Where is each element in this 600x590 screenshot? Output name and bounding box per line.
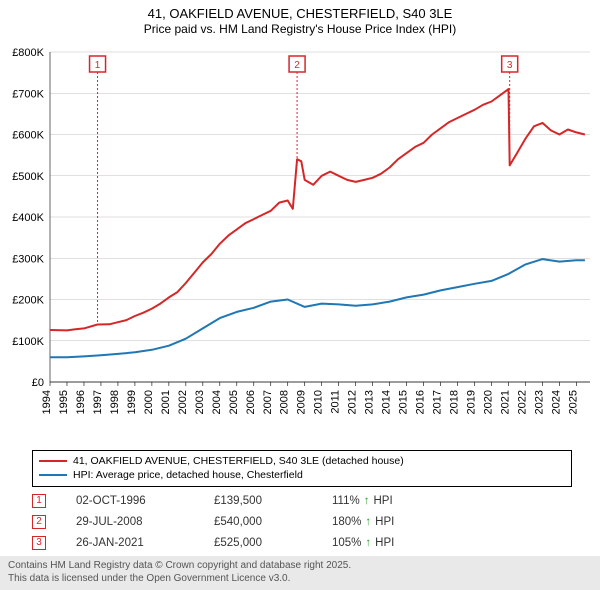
sale-marker-icon: 3 — [32, 536, 46, 550]
table-row: 1 02-OCT-1996 £139,500 111% ↑ HPI — [32, 490, 442, 511]
svg-text:£200K: £200K — [12, 295, 44, 307]
chart-svg: £0 £100K £200K £300K £400K £500K £600K £700K £80… — [0, 42, 600, 442]
sale-price: £525,000 — [214, 537, 314, 549]
svg-text:2019: 2019 — [466, 390, 478, 414]
svg-text:2010: 2010 — [313, 390, 325, 414]
svg-text:2013: 2013 — [364, 390, 376, 414]
svg-text:£500K: £500K — [12, 171, 44, 183]
svg-text:2015: 2015 — [398, 390, 410, 414]
svg-text:£800K: £800K — [12, 47, 44, 59]
svg-text:2000: 2000 — [143, 390, 155, 414]
svg-text:2014: 2014 — [381, 390, 393, 414]
svg-text:2003: 2003 — [194, 390, 206, 414]
sale-date: 26-JAN-2021 — [76, 537, 196, 549]
svg-text:£600K: £600K — [12, 130, 44, 142]
arrow-up-icon: ↑ — [365, 516, 371, 528]
legend-label: HPI: Average price, detached house, Ches… — [73, 468, 303, 482]
sale-marker-icon: 2 — [32, 515, 46, 529]
svg-text:2006: 2006 — [245, 390, 257, 414]
svg-text:2024: 2024 — [550, 390, 562, 414]
legend-label: 41, OAKFIELD AVENUE, CHESTERFIELD, S40 3… — [73, 454, 404, 468]
title-subtitle: Price paid vs. HM Land Registry's House … — [0, 22, 600, 37]
svg-text:2025: 2025 — [567, 390, 579, 414]
svg-text:2001: 2001 — [160, 390, 172, 414]
sale-marker-icon: 1 — [32, 494, 46, 508]
svg-text:2009: 2009 — [296, 390, 308, 414]
svg-text:2004: 2004 — [211, 390, 223, 414]
svg-text:2011: 2011 — [330, 390, 342, 414]
sale-date: 02-OCT-1996 — [76, 495, 196, 507]
sale-pct: 105% ↑ HPI — [332, 537, 442, 549]
svg-text:2022: 2022 — [516, 390, 528, 414]
svg-text:2012: 2012 — [347, 390, 359, 414]
svg-text:2018: 2018 — [449, 390, 461, 414]
legend-item: HPI: Average price, detached house, Ches… — [39, 468, 565, 482]
svg-text:2017: 2017 — [432, 390, 444, 414]
title-block: 41, OAKFIELD AVENUE, CHESTERFIELD, S40 3… — [0, 0, 600, 37]
sale-date: 29-JUL-2008 — [76, 516, 196, 528]
svg-text:£300K: £300K — [12, 253, 44, 265]
svg-text:2008: 2008 — [279, 390, 291, 414]
svg-text:2023: 2023 — [533, 390, 545, 414]
svg-text:2021: 2021 — [499, 390, 511, 414]
sale-pct: 180% ↑ HPI — [332, 516, 442, 528]
arrow-up-icon: ↑ — [365, 537, 371, 549]
legend-item: 41, OAKFIELD AVENUE, CHESTERFIELD, S40 3… — [39, 454, 565, 468]
svg-text:2020: 2020 — [483, 390, 495, 414]
sale-pct: 111% ↑ HPI — [332, 495, 442, 507]
svg-text:2: 2 — [294, 60, 300, 71]
svg-text:3: 3 — [507, 60, 513, 71]
legend-swatch — [39, 460, 67, 462]
chart-area: £0 £100K £200K £300K £400K £500K £600K £700K £80… — [0, 42, 600, 442]
svg-text:2016: 2016 — [415, 390, 427, 414]
svg-text:2002: 2002 — [177, 390, 189, 414]
attribution: Contains HM Land Registry data © Crown c… — [0, 556, 600, 590]
svg-text:1997: 1997 — [92, 390, 104, 414]
table-row: 3 26-JAN-2021 £525,000 105% ↑ HPI — [32, 532, 442, 553]
svg-text:£400K: £400K — [12, 212, 44, 224]
svg-text:2007: 2007 — [262, 390, 274, 414]
svg-text:£700K: £700K — [12, 88, 44, 100]
attribution-line: This data is licensed under the Open Gov… — [8, 573, 592, 586]
sale-price: £540,000 — [214, 516, 314, 528]
title-address: 41, OAKFIELD AVENUE, CHESTERFIELD, S40 3… — [0, 6, 600, 22]
sales-table: 1 02-OCT-1996 £139,500 111% ↑ HPI 2 29-J… — [32, 490, 442, 553]
attribution-line: Contains HM Land Registry data © Crown c… — [8, 560, 592, 573]
arrow-up-icon: ↑ — [364, 495, 370, 507]
svg-text:1996: 1996 — [75, 390, 87, 414]
table-row: 2 29-JUL-2008 £540,000 180% ↑ HPI — [32, 511, 442, 532]
svg-text:£100K: £100K — [12, 336, 44, 348]
svg-text:1995: 1995 — [58, 390, 70, 414]
legend: 41, OAKFIELD AVENUE, CHESTERFIELD, S40 3… — [32, 450, 572, 487]
chart-container: 41, OAKFIELD AVENUE, CHESTERFIELD, S40 3… — [0, 0, 600, 590]
svg-text:1994: 1994 — [41, 390, 53, 414]
legend-swatch — [39, 474, 67, 476]
sale-price: £139,500 — [214, 495, 314, 507]
svg-text:1999: 1999 — [126, 390, 138, 414]
svg-text:£0: £0 — [32, 377, 44, 389]
svg-text:1998: 1998 — [109, 390, 121, 414]
svg-text:1: 1 — [95, 60, 101, 71]
svg-text:2005: 2005 — [228, 390, 240, 414]
